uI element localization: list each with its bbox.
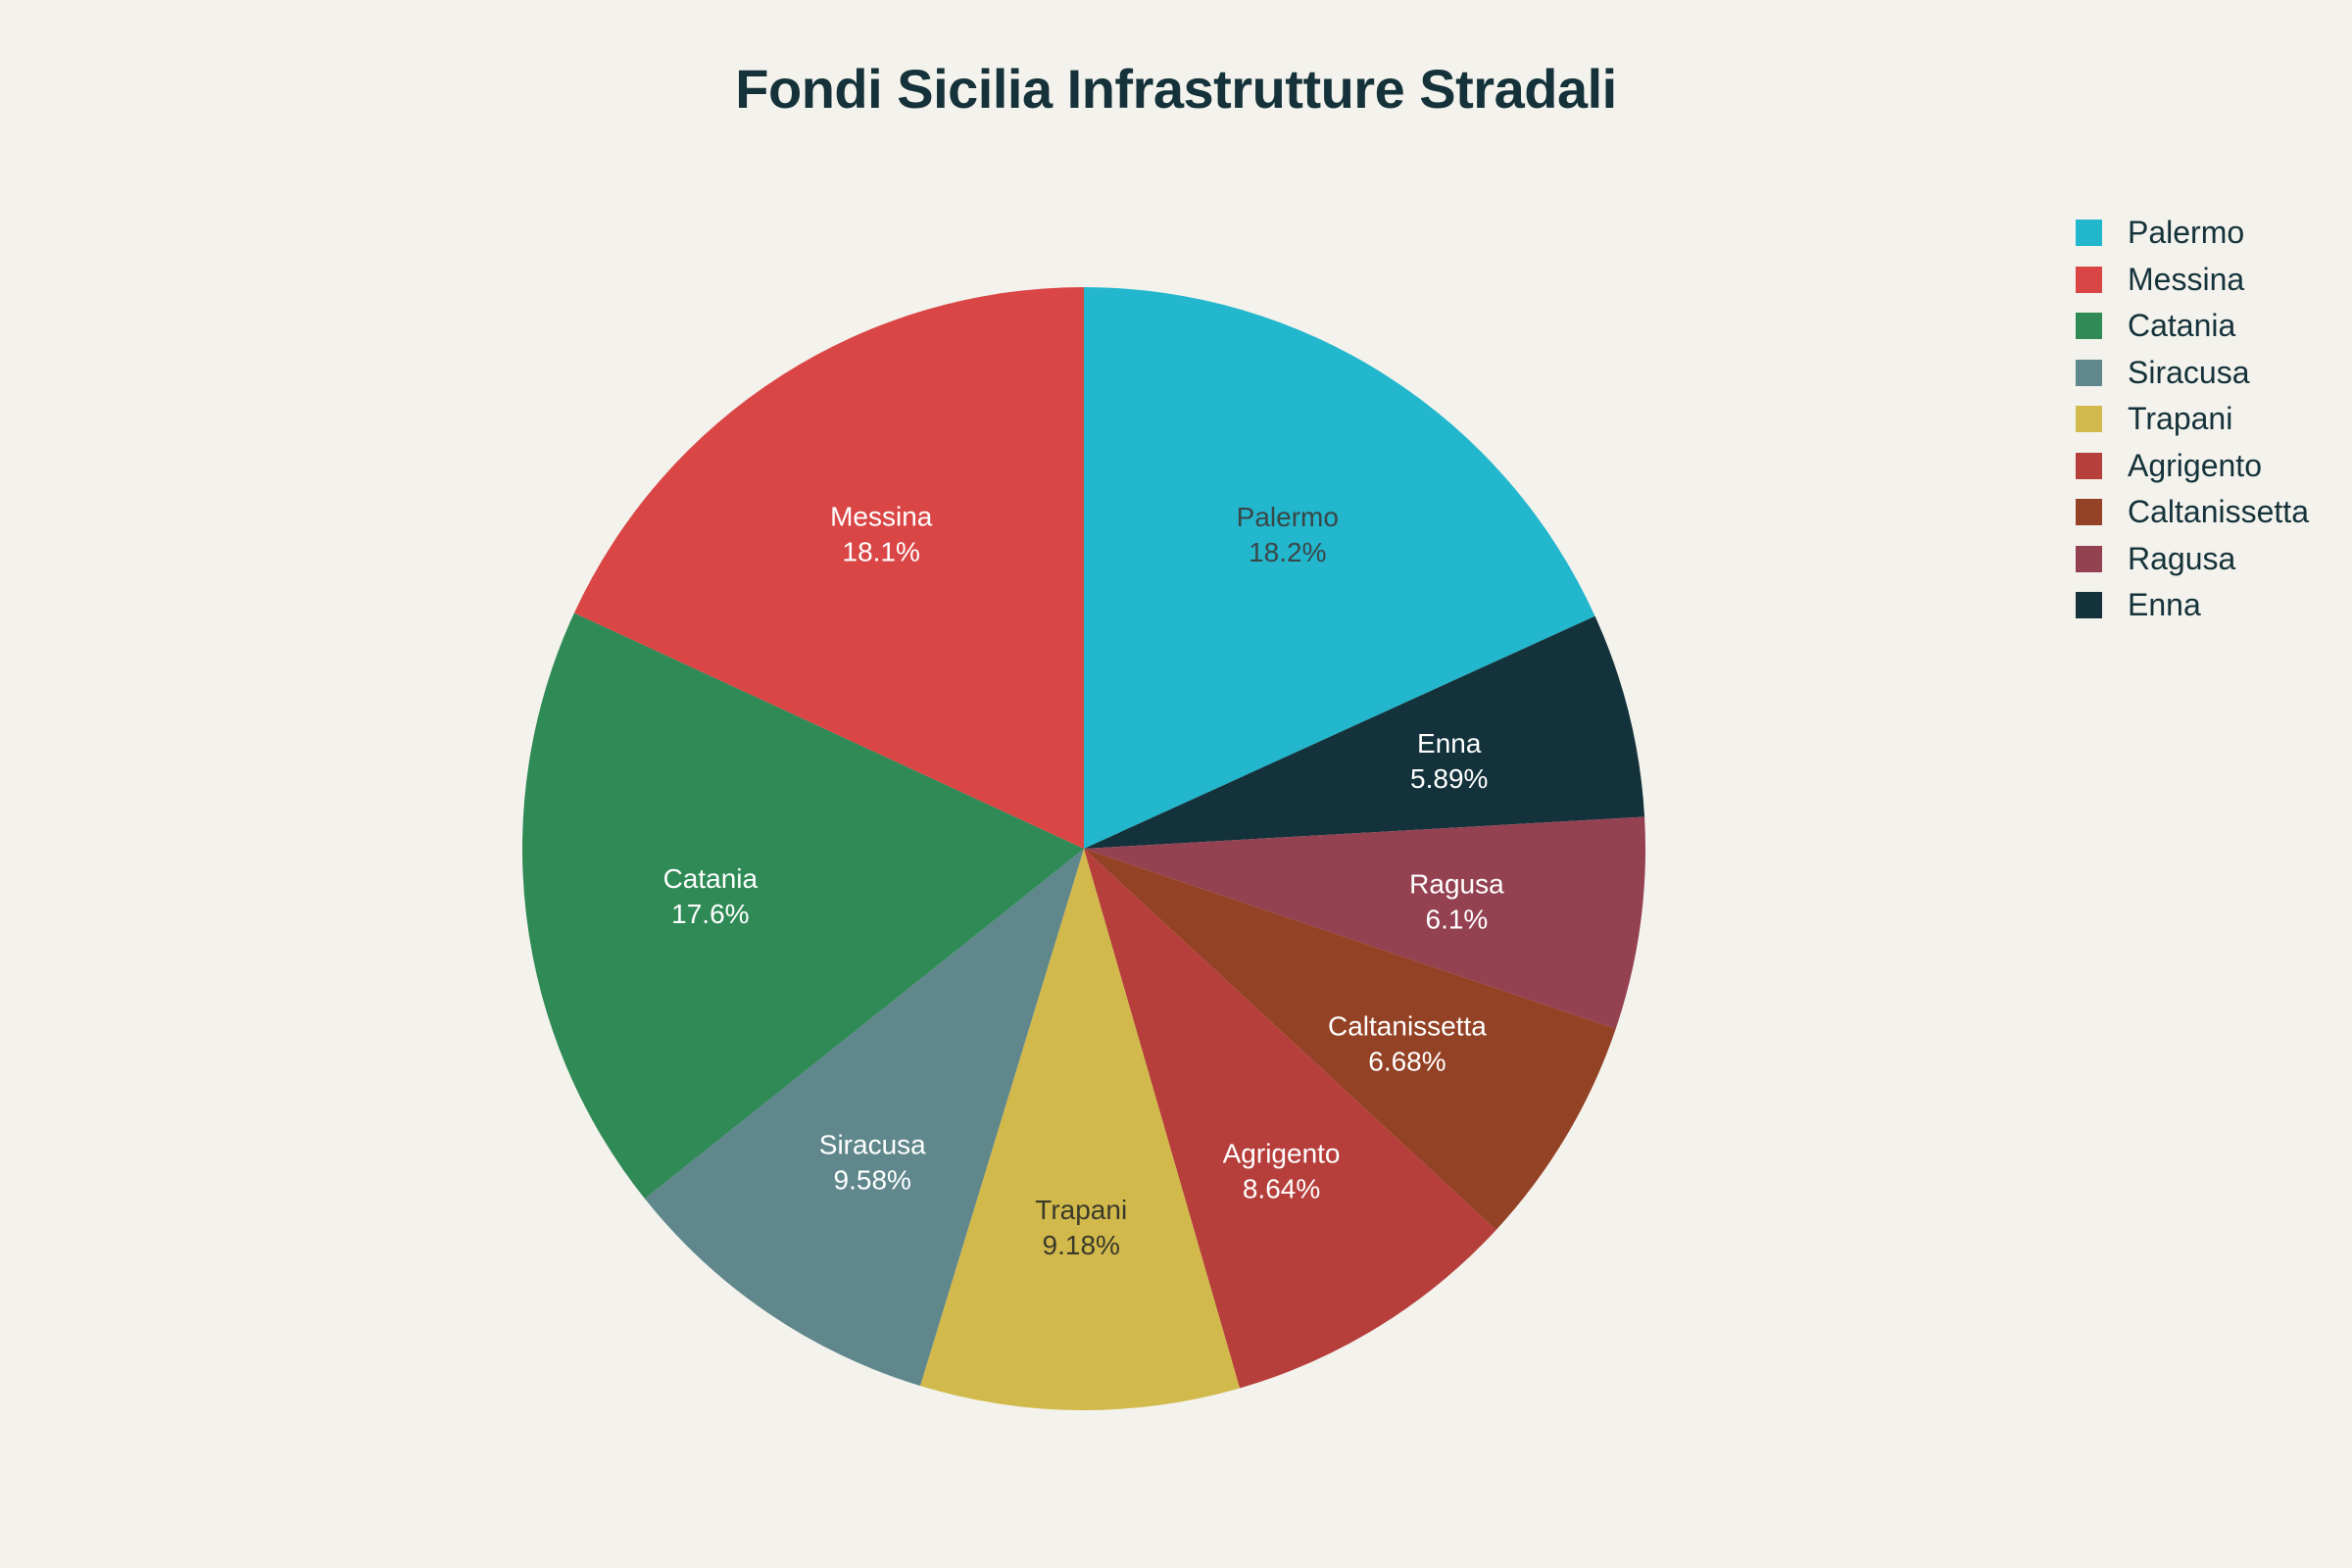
slice-label-ragusa: Ragusa [1409,869,1504,900]
legend-item-agrigento[interactable]: Agrigento [2076,443,2309,490]
slice-percent-caltanissetta: 6.68% [1368,1046,1446,1076]
slice-label-enna: Enna [1417,728,1482,759]
legend-item-palermo[interactable]: Palermo [2076,210,2309,257]
slice-label-catania: Catania [663,863,759,894]
legend-swatch [2076,313,2102,340]
pie-slice-palermo [1084,287,1595,849]
pie-slice-messina [573,287,1084,849]
pie-slice-ragusa [1084,816,1645,1029]
legend-label: Ragusa [2128,540,2236,576]
legend-label: Palermo [2128,215,2245,251]
legend-item-caltanissetta[interactable]: Caltanissetta [2076,489,2309,536]
legend-label: Catania [2128,308,2236,344]
slice-percent-palermo: 18.2% [1249,537,1326,567]
slice-percent-enna: 5.89% [1410,763,1488,794]
slice-percent-agrigento: 8.64% [1243,1174,1320,1204]
legend-item-messina[interactable]: Messina [2076,257,2309,304]
slice-label-messina: Messina [830,502,933,532]
slice-label-agrigento: Agrigento [1223,1139,1341,1169]
legend-label: Siracusa [2128,354,2250,390]
slice-label-caltanissetta: Caltanissetta [1328,1010,1487,1041]
legend-label: Caltanissetta [2128,494,2309,530]
slice-percent-ragusa: 6.1% [1426,905,1489,935]
slice-percent-catania: 17.6% [671,899,749,929]
legend-swatch [2076,499,2102,526]
legend-label: Enna [2128,587,2201,623]
pie-slice-agrigento [1084,849,1496,1389]
slice-percent-trapani: 9.18% [1043,1230,1120,1260]
slice-label-siracusa: Siracusa [819,1130,926,1160]
pie-slice-trapani [920,849,1241,1411]
legend-label: Trapani [2128,401,2233,437]
legend-swatch [2076,220,2102,247]
legend-item-catania[interactable]: Catania [2076,303,2309,350]
legend-swatch [2076,266,2102,293]
legend-item-trapani[interactable]: Trapani [2076,396,2309,443]
legend-swatch [2076,452,2102,479]
legend-swatch [2076,359,2102,386]
pie-slice-siracusa [644,849,1084,1387]
legend-item-ragusa[interactable]: Ragusa [2076,536,2309,583]
legend-swatch [2076,545,2102,572]
legend-swatch [2076,406,2102,433]
slice-label-trapani: Trapani [1035,1195,1127,1225]
legend-label: Agrigento [2128,447,2262,483]
legend-label: Messina [2128,261,2245,297]
legend: Palermo Messina Catania Siracusa Trapani Agri… [2076,210,2309,629]
slice-label-palermo: Palermo [1237,502,1339,532]
legend-item-enna[interactable]: Enna [2076,582,2309,629]
legend-item-siracusa[interactable]: Siracusa [2076,350,2309,397]
pie-slice-caltanissetta [1084,849,1616,1231]
legend-swatch [2076,592,2102,619]
slice-percent-messina: 18.1% [843,537,920,567]
pie-slice-enna [1084,615,1645,849]
chart-title: Fondi Sicilia Infrastrutture Stradali [735,58,1617,120]
slice-percent-siracusa: 9.58% [834,1165,911,1196]
pie-slice-catania [522,612,1084,1200]
